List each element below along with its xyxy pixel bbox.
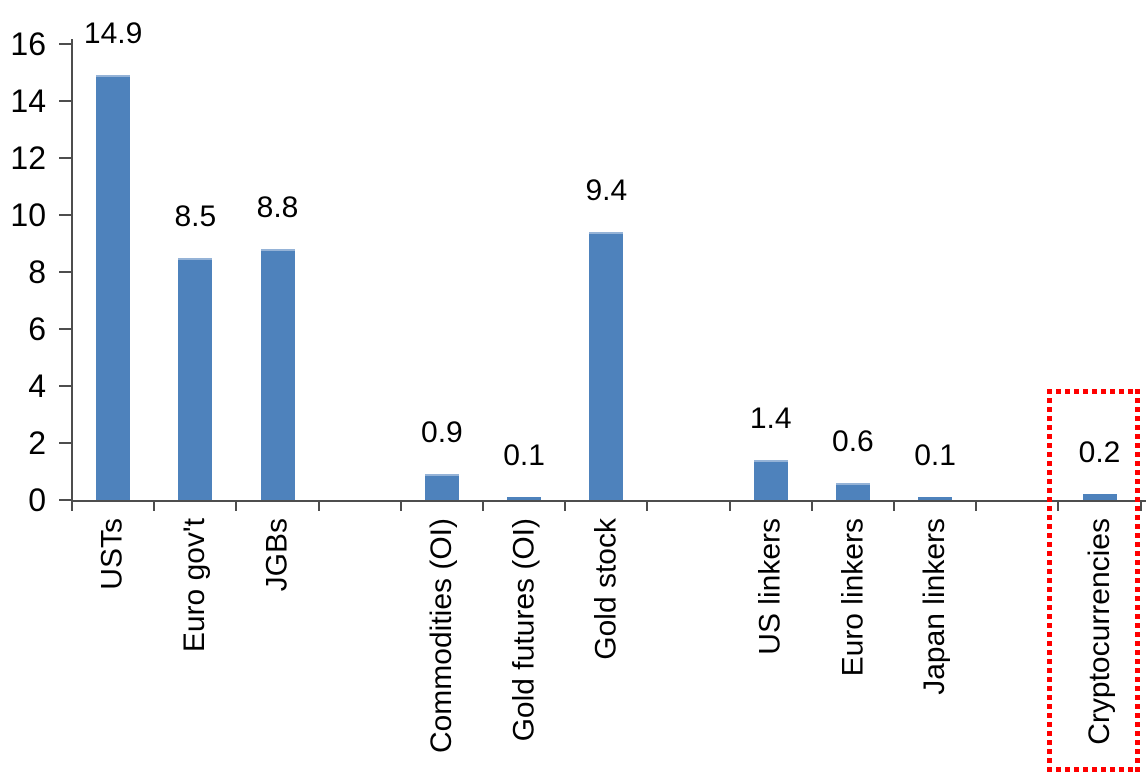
y-tick <box>59 499 72 501</box>
x-category-label-commodities-oi: Commodities (OI) <box>424 518 458 754</box>
bar-value-label-gold-stock: 9.4 <box>585 174 628 207</box>
bar-value-label-commodities-oi: 0.9 <box>421 416 463 449</box>
bar-value-label-japan-linkers: 0.1 <box>914 439 956 472</box>
y-tick-label: 14 <box>10 83 46 119</box>
x-tick <box>482 500 484 511</box>
y-axis <box>71 39 73 502</box>
x-tick <box>728 500 731 511</box>
bar-usts <box>96 75 131 500</box>
bar-value-label-euro-gov-t: 8.5 <box>174 200 217 233</box>
x-tick <box>810 500 813 511</box>
x-category-label-jgbs: JGBs <box>260 518 294 592</box>
y-tick <box>59 385 72 387</box>
bar-gold-stock <box>589 232 624 500</box>
x-axis <box>71 500 1146 502</box>
y-tick <box>59 328 72 330</box>
y-tick-label: 6 <box>28 311 46 347</box>
bar-japan-linkers <box>918 497 953 500</box>
x-category-label-japan-linkers: Japan linkers <box>918 518 952 695</box>
y-tick-label: 4 <box>28 368 46 404</box>
x-tick <box>975 500 978 511</box>
y-tick-label: 0 <box>28 482 46 518</box>
y-tick <box>59 43 72 45</box>
bar-jgbs <box>260 249 295 500</box>
x-tick <box>317 500 320 511</box>
x-tick <box>564 500 567 511</box>
y-tick <box>59 271 72 273</box>
y-tick-label: 2 <box>28 425 46 461</box>
x-tick <box>893 500 895 511</box>
x-category-label-gold-futures-oi: Gold futures (OI) <box>507 518 541 742</box>
y-tick <box>59 442 72 444</box>
bar-value-label-euro-linkers: 0.6 <box>832 425 874 458</box>
x-category-label-usts: USTs <box>96 518 130 590</box>
y-tick <box>59 214 72 216</box>
bar-us-linkers <box>753 460 788 500</box>
y-tick-label: 16 <box>10 26 46 62</box>
x-tick <box>399 500 402 511</box>
bar-value-label-jgbs: 8.8 <box>256 191 299 224</box>
x-tick <box>235 500 238 511</box>
y-tick-label: 12 <box>10 140 46 176</box>
bar-euro-linkers <box>835 483 870 500</box>
y-tick-label: 8 <box>28 254 46 290</box>
bar-commodities-oi <box>424 474 459 500</box>
bar-value-label-us-linkers: 1.4 <box>749 402 792 435</box>
x-tick <box>1139 500 1142 511</box>
x-tick <box>71 500 73 511</box>
y-tick <box>59 100 72 102</box>
x-category-label-euro-linkers: Euro linkers <box>835 518 869 677</box>
y-tick-label: 10 <box>10 197 46 233</box>
x-category-label-euro-gov-t: Euro gov't <box>178 518 212 653</box>
bar-euro-gov-t <box>178 258 213 500</box>
x-category-label-us-linkers: US linkers <box>753 518 787 655</box>
highlight-box-cryptocurrencies <box>1047 389 1140 772</box>
bar-value-label-gold-futures-oi: 0.1 <box>503 439 545 472</box>
bar-gold-futures-oi <box>507 497 542 500</box>
x-tick <box>646 500 649 511</box>
bar-value-label-usts: 14.9 <box>83 17 143 50</box>
y-tick <box>59 157 72 159</box>
x-category-label-gold-stock: Gold stock <box>589 518 623 660</box>
x-tick <box>153 500 156 511</box>
